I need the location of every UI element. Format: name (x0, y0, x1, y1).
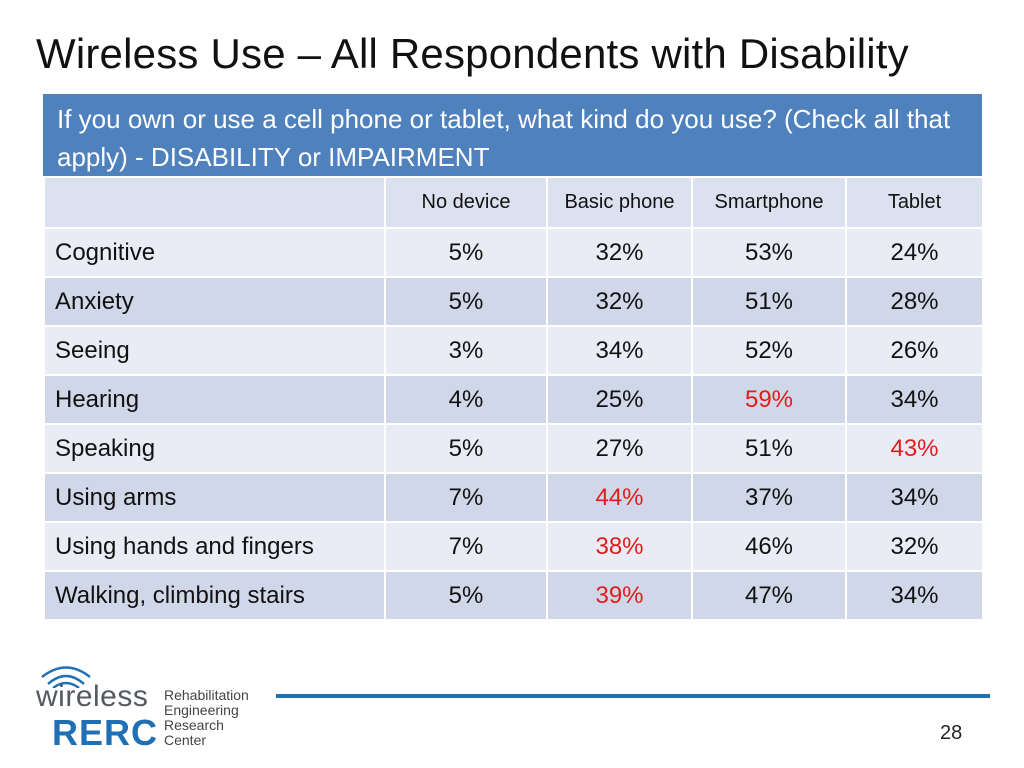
row-label: Walking, climbing stairs (43, 570, 386, 621)
logo-subtitle: Rehabilitation Engineering Research Cent… (164, 688, 249, 748)
cell-basic-phone-highlighted: 38% (546, 521, 693, 572)
column-header-blank (43, 176, 386, 229)
row-label: Using arms (43, 472, 386, 523)
cell-tablet: 34% (845, 472, 984, 523)
question-header: If you own or use a cell phone or tablet… (43, 94, 982, 176)
cell-no-device: 7% (384, 472, 548, 523)
table-row: Cognitive 5% 32% 53% 24% (43, 227, 984, 278)
cell-smartphone: 53% (691, 227, 847, 278)
cell-tablet-highlighted: 43% (845, 423, 984, 474)
cell-no-device: 5% (384, 570, 548, 621)
cell-no-device: 5% (384, 276, 548, 327)
table-row: Hearing 4% 25% 59% 34% (43, 374, 984, 425)
row-label: Anxiety (43, 276, 386, 327)
cell-no-device: 7% (384, 521, 548, 572)
cell-tablet: 28% (845, 276, 984, 327)
cell-smartphone: 51% (691, 423, 847, 474)
logo-subtitle-line: Engineering (164, 702, 239, 718)
cell-tablet: 34% (845, 374, 984, 425)
results-table: No device Basic phone Smartphone Tablet … (43, 176, 984, 621)
table-row: Seeing 3% 34% 52% 26% (43, 325, 984, 376)
cell-tablet: 32% (845, 521, 984, 572)
cell-no-device: 3% (384, 325, 548, 376)
table-row: Using arms 7% 44% 37% 34% (43, 472, 984, 523)
cell-smartphone: 52% (691, 325, 847, 376)
cell-basic-phone-highlighted: 39% (546, 570, 693, 621)
column-header-basic-phone: Basic phone (546, 176, 693, 229)
cell-basic-phone: 32% (546, 227, 693, 278)
page-number: 28 (940, 722, 963, 744)
wireless-rerc-logo: wireless RERC Rehabilitation Engineering… (30, 658, 270, 758)
cell-tablet: 34% (845, 570, 984, 621)
cell-tablet: 26% (845, 325, 984, 376)
cell-basic-phone: 34% (546, 325, 693, 376)
cell-smartphone-highlighted: 59% (691, 374, 847, 425)
column-header-no-device: No device (384, 176, 548, 229)
cell-basic-phone: 25% (546, 374, 693, 425)
cell-no-device: 4% (384, 374, 548, 425)
footer-divider (276, 694, 990, 698)
row-label: Hearing (43, 374, 386, 425)
logo-acronym: RERC (52, 712, 159, 753)
cell-tablet: 24% (845, 227, 984, 278)
table-row: Anxiety 5% 32% 51% 28% (43, 276, 984, 327)
table-row: Speaking 5% 27% 51% 43% (43, 423, 984, 474)
cell-basic-phone: 32% (546, 276, 693, 327)
logo-subtitle-line: Rehabilitation (164, 687, 249, 703)
column-header-smartphone: Smartphone (691, 176, 847, 229)
cell-basic-phone-highlighted: 44% (546, 472, 693, 523)
row-label: Using hands and fingers (43, 521, 386, 572)
table-row: Using hands and fingers 7% 38% 46% 32% (43, 521, 984, 572)
cell-smartphone: 51% (691, 276, 847, 327)
logo-word: wireless (36, 680, 149, 713)
cell-no-device: 5% (384, 227, 548, 278)
wifi-waves-icon (41, 666, 91, 688)
column-header-row: No device Basic phone Smartphone Tablet (43, 176, 984, 229)
cell-no-device: 5% (384, 423, 548, 474)
column-header-tablet: Tablet (845, 176, 984, 229)
row-label: Speaking (43, 423, 386, 474)
logo-subtitle-line: Center (164, 732, 207, 748)
row-label: Cognitive (43, 227, 386, 278)
cell-smartphone: 46% (691, 521, 847, 572)
cell-smartphone: 37% (691, 472, 847, 523)
row-label: Seeing (43, 325, 386, 376)
survey-table: If you own or use a cell phone or tablet… (43, 94, 984, 621)
cell-smartphone: 47% (691, 570, 847, 621)
slide-title: Wireless Use – All Respondents with Disa… (36, 30, 909, 77)
table-row: Walking, climbing stairs 5% 39% 47% 34% (43, 570, 984, 621)
logo-subtitle-line: Research (164, 717, 224, 733)
cell-basic-phone: 27% (546, 423, 693, 474)
